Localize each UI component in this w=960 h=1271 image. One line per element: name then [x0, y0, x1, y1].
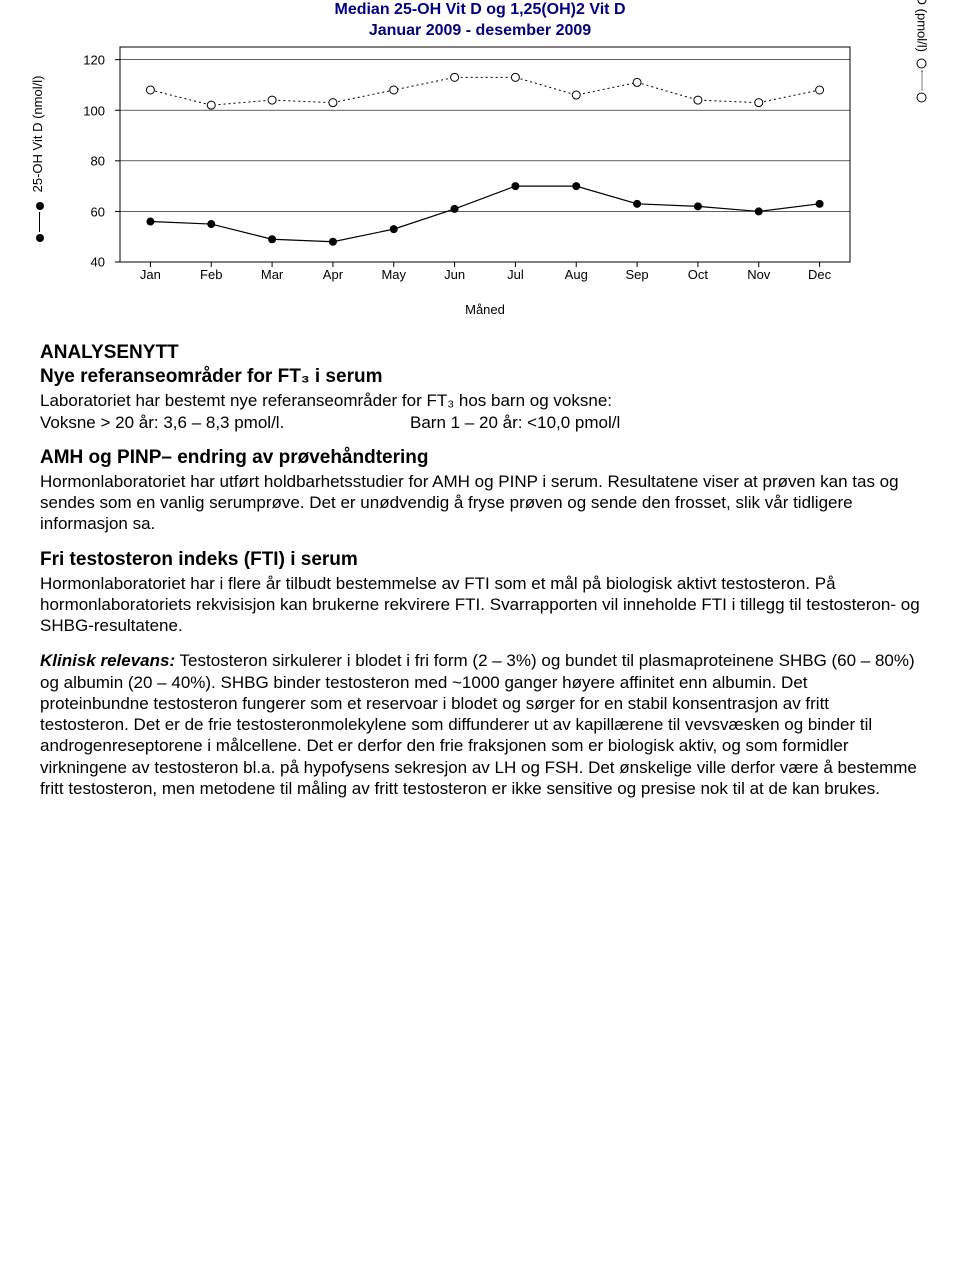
y-right-axis-text: 1,25-(OH)2 Vit D (pmol/l) — [915, 0, 930, 52]
ft3-heading: Nye referanseområder for FT₃ i serum — [40, 366, 920, 388]
y-tick-label: 40 — [70, 255, 105, 270]
x-axis-title: Måned — [465, 302, 505, 317]
relevans-label: Klinisk relevans: — [40, 651, 175, 670]
amh-heading: AMH og PINP– endring av prøvehåndtering — [40, 447, 920, 469]
svg-text:Dec: Dec — [808, 267, 832, 282]
y-left-axis-text: 25-OH Vit D (nmol/l) — [30, 76, 45, 193]
svg-text:Jul: Jul — [507, 267, 524, 282]
fti-body: Hormonlaboratoriet har i flere år tilbud… — [40, 573, 920, 637]
chart-title-line2: Januar 2009 - desember 2009 — [40, 21, 920, 40]
chart-title: Median 25-OH Vit D og 1,25(OH)2 Vit D Ja… — [40, 0, 920, 40]
chart-svg: Jan Feb Mar Apr May Jun Jul Aug Sep Oct Nov Dec — [110, 42, 860, 282]
svg-text:Jan: Jan — [140, 267, 161, 282]
chart-title-line1: Median 25-OH Vit D og 1,25(OH)2 Vit D — [40, 0, 920, 19]
svg-text:May: May — [381, 267, 406, 282]
y-tick-label: 120 — [70, 53, 105, 68]
svg-text:Oct: Oct — [688, 267, 709, 282]
svg-text:Nov: Nov — [747, 267, 771, 282]
y-tick-label: 60 — [70, 204, 105, 219]
relevans-body: Testosteron sirkulerer i blodet i fri fo… — [40, 651, 917, 798]
ft3-voksne: Voksne > 20 år: 3,6 – 8,3 pmol/l. — [40, 413, 284, 432]
svg-text:Aug: Aug — [565, 267, 588, 282]
ft3-barn: Barn 1 – 20 år: <10,0 pmol/l — [410, 413, 620, 432]
svg-text:Apr: Apr — [323, 267, 344, 282]
y-right-axis-label: 1,25-(OH)2 Vit D (pmol/l) — [915, 0, 930, 102]
section-title: ANALYSENYTT — [40, 342, 920, 364]
svg-text:Jun: Jun — [444, 267, 465, 282]
svg-text:Feb: Feb — [200, 267, 222, 282]
relevans-paragraph: Klinisk relevans: Testosteron sirkulerer… — [40, 650, 920, 799]
y-tick-label: 80 — [70, 154, 105, 169]
svg-text:Sep: Sep — [626, 267, 649, 282]
plot-area: JanFebMarAprMayJunJulAugSepOctNovDec 406… — [110, 42, 860, 282]
y-tick-label: 100 — [70, 103, 105, 118]
y-left-axis-label: 25-OH Vit D (nmol/l) — [30, 76, 46, 242]
ft3-body: Laboratoriet har bestemt nye referanseom… — [40, 390, 920, 411]
svg-text:Mar: Mar — [261, 267, 284, 282]
vitamin-d-chart: 25-OH Vit D (nmol/l) 1,25-(OH)2 Vit D (p… — [40, 42, 920, 322]
amh-body: Hormonlaboratoriet har utført holdbarhet… — [40, 471, 920, 535]
ft3-ranges: Voksne > 20 år: 3,6 – 8,3 pmol/l. Barn 1… — [40, 412, 920, 433]
fti-heading: Fri testosteron indeks (FTI) i serum — [40, 549, 920, 571]
